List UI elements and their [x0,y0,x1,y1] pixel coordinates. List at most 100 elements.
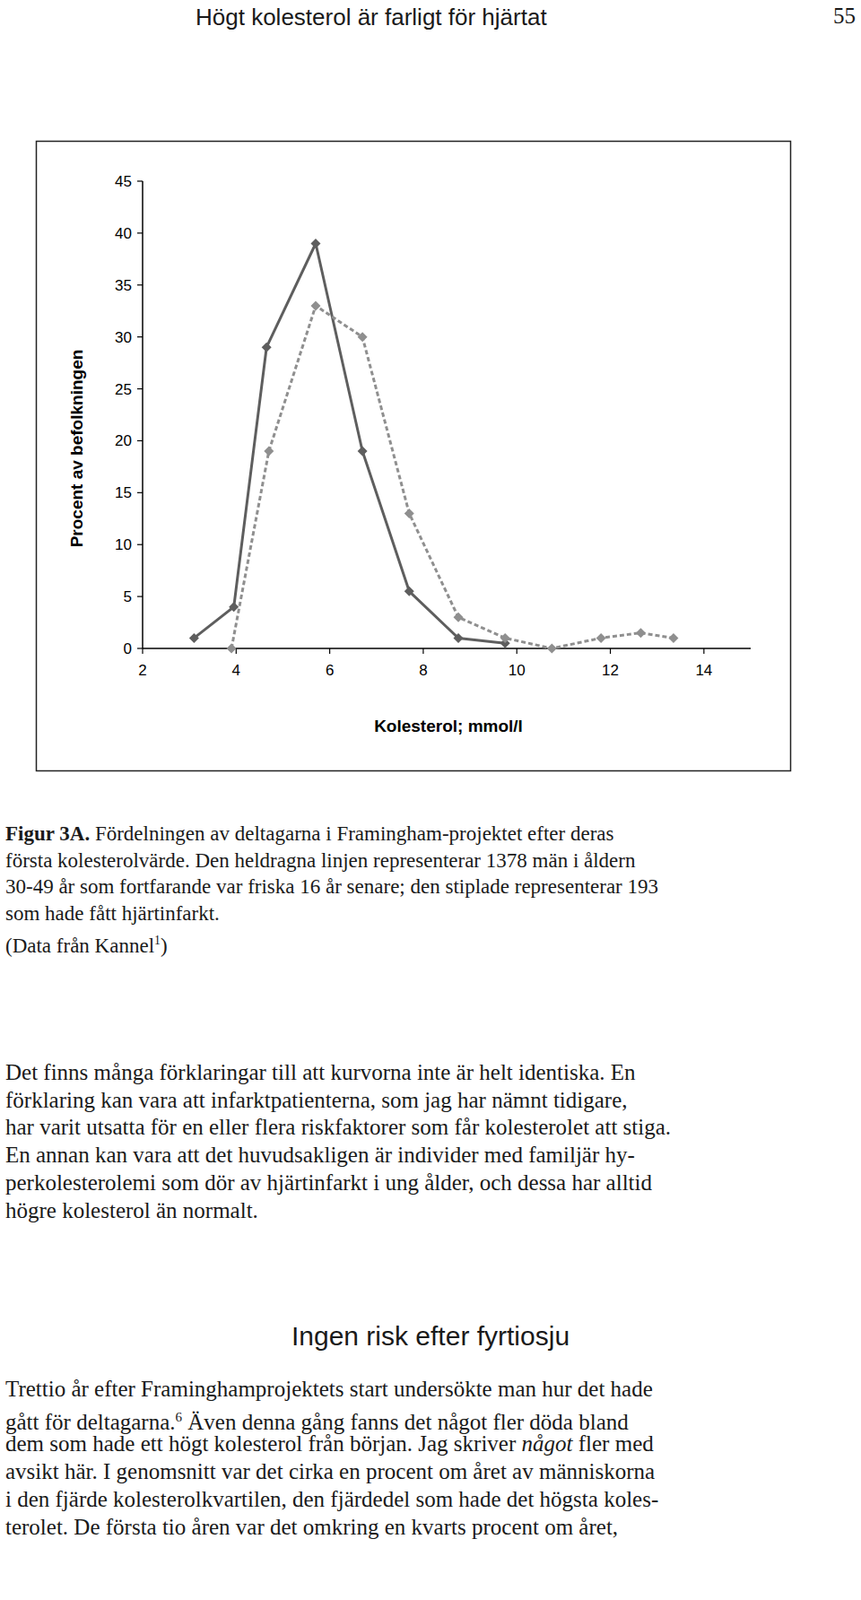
text-run: högre kolesterol än normalt. [5,1198,259,1223]
text-run: första kolesterolvärde. Den heldragna li… [5,849,636,872]
y-tick-label: 5 [123,588,132,606]
data-point [189,633,200,644]
body-line: har varit utsatta för en eller flera ris… [5,1113,671,1141]
chart: 0510152025303540452468101214Kolesterol; … [0,0,861,808]
body-line: högre kolesterol än normalt. [5,1197,259,1225]
text-run: 6 [175,1409,183,1425]
body-line: En annan kan vara att det huvudsakligen … [5,1141,635,1169]
y-tick-label: 30 [114,329,132,347]
data-point [453,633,464,644]
data-point [310,300,321,311]
text-run: fler med [573,1431,654,1456]
text-run: 1 [154,933,161,948]
text-run: ) [160,933,168,957]
caption-line: som hade fått hjärtinfarkt. [5,901,220,927]
y-tick-label: 15 [114,484,132,502]
text-run: Trettio år efter Framinghamprojektets st… [5,1376,653,1401]
data-point [596,633,607,644]
x-tick-label: 14 [695,661,713,679]
y-tick-label: 0 [123,640,132,658]
text-run: Det finns många förklaringar till att ku… [5,1060,636,1085]
text-run: något [521,1431,574,1456]
x-tick [329,648,331,654]
text-run: perkolesterolemi som dör av hjärtinfarkt… [5,1170,653,1195]
text-run: har varit utsatta för en eller flera ris… [5,1114,671,1140]
body-line: perkolesterolemi som dör av hjärtinfarkt… [5,1169,653,1197]
y-tick [137,180,143,182]
x-tick-label: 2 [138,661,147,679]
text-run: Fördelningen av deltagarna i Framingham-… [89,822,614,845]
text-run: gått för deltagarna. [5,1409,176,1435]
y-tick-label: 40 [114,225,132,243]
y-tick-label: 10 [114,536,132,554]
chart-frame [36,141,792,772]
y-tick [137,440,143,442]
body-line: terolet. De första tio åren var det omkr… [5,1513,618,1541]
x-axis-label: Kolesterol; mmol/l [373,716,523,736]
data-point [357,331,368,342]
caption-line: Figur 3A. Fördelningen av deltagarna i F… [5,821,615,847]
body-line: förklaring kan vara att infarktpatienter… [5,1087,627,1114]
series-line [231,305,674,649]
text-run: terolet. De första tio åren var det omkr… [5,1514,618,1540]
x-tick [516,648,518,654]
body-line: Det finns många förklaringar till att ku… [5,1059,636,1087]
text-run: (Data från Kannel [5,933,155,957]
x-tick [235,648,237,654]
data-point [635,627,646,638]
y-tick [137,647,143,649]
data-point [226,643,237,654]
text-run: dem som hade ett högt kolesterol från bö… [5,1431,522,1456]
y-tick [137,336,143,338]
series-line [193,243,505,644]
text-run: 30-49 år som fortfarande var friska 16 å… [5,875,659,898]
x-tick-label: 4 [232,661,241,679]
data-point [228,601,239,612]
data-point [261,342,272,353]
body-line: dem som hade ett högt kolesterol från bö… [5,1430,654,1458]
text-run: Figur 3A. [5,822,90,845]
y-tick [137,232,143,234]
data-point [404,508,415,519]
plot-area [189,238,679,654]
data-point [263,446,274,457]
body-line: gått för deltagarna.6 Även denna gång fa… [5,1403,629,1436]
data-point [668,633,679,644]
y-tick-label: 25 [114,381,132,399]
y-tick [137,596,143,598]
text-run: i den fjärde kolesterolkvartilen, den fj… [5,1487,659,1512]
y-tick-label: 20 [114,432,132,450]
data-point [453,612,464,623]
text-run: avsikt här. I genomsnitt var det cirka e… [5,1459,655,1484]
x-tick [609,648,611,654]
text-run: Även denna gång fanns det något fler död… [182,1409,629,1435]
page-number: 55 [833,3,856,29]
y-tick [137,388,143,390]
y-tick [137,544,143,546]
y-tick [137,492,143,494]
body-line: i den fjärde kolesterolkvartilen, den fj… [5,1486,659,1514]
section-heading: Ingen risk efter fyrtiosju [0,1320,861,1353]
y-axis [141,181,144,649]
x-tick-label: 6 [325,661,334,679]
y-axis-label: Procent av befolkningen [67,349,87,548]
data-point [547,643,557,654]
text-run: En annan kan vara att det huvudsakligen … [5,1142,635,1167]
data-point [357,446,368,457]
caption-line: (Data från Kannel1) [5,928,168,959]
body-line: Trettio år efter Framinghamprojektets st… [5,1375,653,1403]
running-header: Högt kolesterol är farligt för hjärtat [195,3,548,32]
x-tick [703,648,705,654]
body-line: avsikt här. I genomsnitt var det cirka e… [5,1458,655,1486]
x-tick [141,648,143,654]
y-tick-label: 45 [114,173,132,191]
caption-line: 30-49 år som fortfarande var friska 16 å… [5,874,659,900]
text-run: förklaring kan vara att infarktpatienter… [5,1087,627,1113]
y-tick [137,284,143,286]
text-run: som hade fått hjärtinfarkt. [5,902,220,925]
caption-line: första kolesterolvärde. Den heldragna li… [5,848,636,874]
x-tick-label: 12 [601,661,619,679]
x-tick-label: 10 [508,661,526,679]
data-point [310,238,321,249]
x-tick [422,648,424,654]
